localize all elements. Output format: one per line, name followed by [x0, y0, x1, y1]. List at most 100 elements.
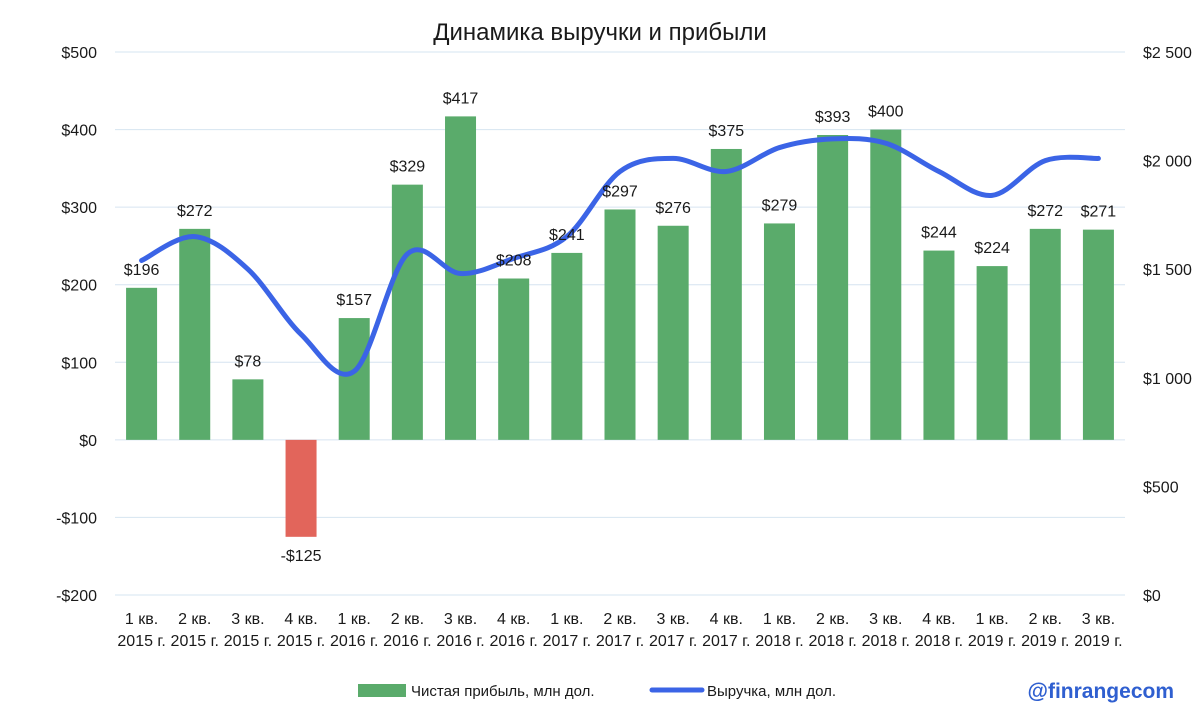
left-tick-label: $200: [61, 278, 97, 295]
left-tick-label: $100: [61, 355, 97, 372]
bar-data-label: $196: [124, 262, 160, 279]
x-tick-label-year: 2015 г.: [171, 633, 219, 650]
bar-data-label: -$125: [281, 548, 322, 565]
bar-data-label: $224: [974, 240, 1010, 257]
watermark: @finrangecom: [1028, 680, 1175, 703]
x-tick-label-quarter: 1 кв.: [975, 611, 1008, 628]
x-tick-label-quarter: 3 кв.: [1082, 611, 1115, 628]
bar-data-label: $279: [762, 197, 798, 214]
x-tick-label-quarter: 2 кв.: [816, 611, 849, 628]
profit-bar: [923, 250, 955, 440]
x-tick-label-year: 2016 г.: [330, 633, 378, 650]
x-axis: 1 кв. 2015 г. 2 кв. 2015 г. 3 кв. 2015 г. 4 кв…: [117, 611, 1122, 650]
right-axis: $2 500 $2 000 $1 500 $1 000 $500 $0: [1143, 45, 1192, 605]
bar-data-label: $244: [921, 225, 957, 242]
bar-data-label: $271: [1081, 204, 1117, 221]
x-tick-label-year: 2017 г.: [649, 633, 697, 650]
x-tick-label-quarter: 1 кв.: [763, 611, 796, 628]
profit-bar: [126, 287, 158, 440]
left-axis: $500 $400 $300 $200 $100 $0 -$100 -$200: [56, 45, 97, 605]
profit-bar: [657, 225, 689, 440]
right-tick-label: $0: [1143, 588, 1161, 605]
left-tick-label: -$200: [56, 588, 97, 605]
left-tick-label: $500: [61, 45, 97, 62]
right-tick-label: $500: [1143, 479, 1179, 496]
x-tick-label-quarter: 3 кв.: [869, 611, 902, 628]
bar-data-labels: $196 $272 $78 -$125 $157 $329 $417 $208 $241 $297…: [124, 90, 1117, 564]
profit-bar: [285, 439, 317, 537]
bar-data-label: $272: [1027, 203, 1063, 220]
profit-bar: [445, 116, 477, 440]
x-tick-label-year: 2019 г.: [968, 633, 1016, 650]
bar-data-label: $375: [709, 123, 745, 140]
bar-data-label: $157: [336, 292, 372, 309]
x-tick-label-quarter: 4 кв.: [284, 611, 317, 628]
right-tick-label: $1 500: [1143, 262, 1192, 279]
left-tick-label: $0: [79, 433, 97, 450]
x-tick-label-year: 2018 г.: [915, 633, 963, 650]
x-tick-label-quarter: 4 кв.: [922, 611, 955, 628]
legend-label-profit: Чистая прибыль, млн дол.: [411, 683, 595, 700]
revenue-series-line: [139, 135, 1101, 377]
right-tick-label: $1 000: [1143, 371, 1192, 388]
profit-bar: [710, 148, 742, 440]
x-tick-label-year: 2019 г.: [1074, 633, 1122, 650]
profit-bar: [976, 266, 1008, 440]
right-tick-label: $2 000: [1143, 154, 1192, 171]
legend: Чистая прибыль, млн дол. Выручка, млн до…: [358, 683, 836, 700]
profit-bar: [338, 318, 370, 440]
profit-bar: [551, 252, 583, 440]
x-tick-label-quarter: 4 кв.: [710, 611, 743, 628]
x-tick-label-year: 2017 г.: [543, 633, 591, 650]
legend-swatch-profit: [358, 684, 406, 697]
left-tick-label: $300: [61, 200, 97, 217]
x-tick-label-year: 2016 г.: [383, 633, 431, 650]
profit-bar: [391, 184, 423, 440]
x-tick-label-quarter: 3 кв.: [657, 611, 690, 628]
x-tick-label-year: 2018 г.: [808, 633, 856, 650]
x-tick-label-year: 2015 г.: [117, 633, 165, 650]
profit-bar: [1029, 228, 1061, 440]
x-tick-label-quarter: 4 кв.: [497, 611, 530, 628]
profit-bar: [763, 223, 795, 440]
profit-bar: [498, 278, 530, 440]
bar-data-label: $208: [496, 253, 532, 270]
profit-bar: [817, 135, 849, 440]
right-tick-label: $2 500: [1143, 45, 1192, 62]
bar-data-label: $241: [549, 227, 585, 244]
bar-data-label: $329: [390, 159, 426, 176]
x-tick-label-quarter: 2 кв.: [603, 611, 636, 628]
profit-bar: [232, 379, 264, 440]
chart-title: Динамика выручки и прибыли: [433, 19, 767, 46]
profit-bar: [604, 209, 636, 440]
bar-data-label: $417: [443, 90, 479, 107]
x-tick-label-quarter: 2 кв.: [178, 611, 211, 628]
x-tick-label-quarter: 1 кв.: [125, 611, 158, 628]
x-tick-label-year: 2018 г.: [755, 633, 803, 650]
revenue-line: [139, 135, 1101, 377]
left-tick-label: -$100: [56, 510, 97, 527]
bar-data-label: $393: [815, 109, 851, 126]
legend-label-revenue: Выручка, млн дол.: [707, 683, 836, 700]
profit-bar: [870, 129, 902, 440]
bar-data-label: $272: [177, 203, 213, 220]
profit-bar: [1082, 229, 1114, 440]
left-tick-label: $400: [61, 123, 97, 140]
x-tick-label-year: 2015 г.: [224, 633, 272, 650]
x-tick-label-year: 2018 г.: [862, 633, 910, 650]
x-tick-label-quarter: 1 кв.: [550, 611, 583, 628]
x-tick-label-year: 2017 г.: [596, 633, 644, 650]
x-tick-label-quarter: 1 кв.: [338, 611, 371, 628]
profit-bars: [126, 116, 1114, 537]
x-tick-label-year: 2015 г.: [277, 633, 325, 650]
x-tick-label-year: 2016 г.: [489, 633, 537, 650]
x-tick-label-year: 2019 г.: [1021, 633, 1069, 650]
x-tick-label-quarter: 3 кв.: [231, 611, 264, 628]
x-tick-label-year: 2017 г.: [702, 633, 750, 650]
x-tick-label-quarter: 2 кв.: [1029, 611, 1062, 628]
profit-bar: [179, 228, 211, 440]
x-tick-label-year: 2016 г.: [436, 633, 484, 650]
x-tick-label-quarter: 2 кв.: [391, 611, 424, 628]
bar-data-label: $297: [602, 183, 638, 200]
